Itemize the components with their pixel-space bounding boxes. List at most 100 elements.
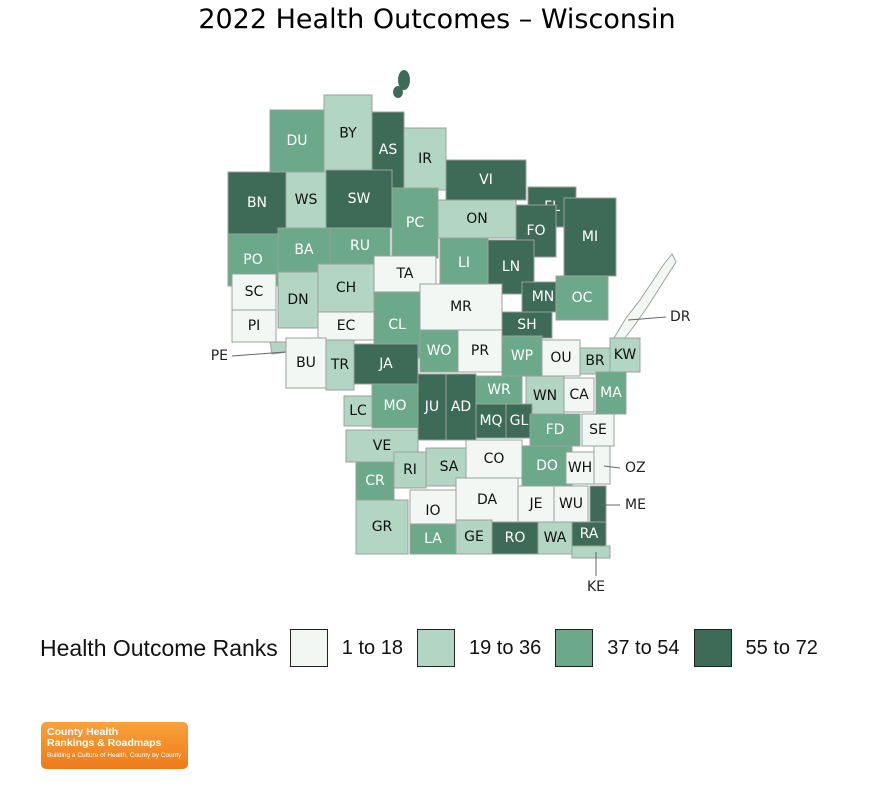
legend: Health Outcome Ranks 1 to 18 19 to 36 37… xyxy=(40,626,832,670)
county-label: OZ xyxy=(625,460,646,476)
county-label: JE xyxy=(529,496,543,512)
county-pc xyxy=(391,187,439,259)
county-fd xyxy=(529,413,581,447)
legend-swatch xyxy=(555,629,594,667)
county-sh xyxy=(501,311,553,339)
county-gr xyxy=(355,499,409,555)
county-label: KE xyxy=(587,579,605,595)
county-dn xyxy=(277,271,319,329)
county-label: WO xyxy=(427,343,452,359)
county-label: MO xyxy=(383,398,406,414)
county-oz xyxy=(593,445,611,485)
county-ad xyxy=(445,373,477,441)
county-label: SE xyxy=(589,422,607,438)
county-gl xyxy=(505,403,533,439)
county-label: LA xyxy=(424,531,442,547)
county-label: SW xyxy=(348,191,371,207)
map-title: 2022 Health Outcomes – Wisconsin xyxy=(198,4,676,35)
county-label: GL xyxy=(510,413,529,429)
county-li xyxy=(439,237,489,289)
county-dr xyxy=(613,253,677,343)
county-vi xyxy=(445,159,527,201)
county-label: OU xyxy=(550,350,571,366)
county-on xyxy=(437,199,517,239)
county-label: BN xyxy=(247,195,267,211)
county-label: JA xyxy=(378,356,393,372)
county-label: CR xyxy=(365,473,385,489)
legend-swatch xyxy=(289,629,328,667)
county-label: RI xyxy=(403,462,417,478)
county-label: IO xyxy=(425,503,440,519)
county-sw xyxy=(325,169,393,229)
county-label: WH xyxy=(568,460,592,476)
county-kw xyxy=(609,337,641,373)
county-label: BY xyxy=(339,126,357,142)
legend-item-band-4: 55 to 72 xyxy=(693,629,818,667)
county-label: LC xyxy=(349,403,367,419)
county-label: IR xyxy=(418,151,432,167)
county-health-rankings-logo: County Health Rankings & Roadmaps Buildin… xyxy=(41,722,188,769)
leader-line xyxy=(231,351,286,357)
county-bu xyxy=(285,337,327,389)
legend-label: 19 to 36 xyxy=(468,636,542,659)
county-label: MN xyxy=(532,289,555,305)
legend-swatch xyxy=(416,629,455,667)
county-label: CH xyxy=(336,280,356,296)
county-ca xyxy=(563,377,595,413)
county-label: GR xyxy=(372,519,393,535)
county-label: WU xyxy=(559,496,583,512)
county-label: FO xyxy=(526,223,545,239)
legend-item-band-1: 1 to 18 xyxy=(289,629,403,667)
legend-item-band-2: 19 to 36 xyxy=(416,629,542,667)
county-label: PO xyxy=(243,252,262,268)
county-label: ON xyxy=(466,211,488,227)
county-label: PR xyxy=(471,343,489,359)
county-ra xyxy=(571,521,607,547)
county-je xyxy=(517,485,555,523)
county-label: WR xyxy=(487,382,511,398)
county-label: WP xyxy=(511,348,533,364)
county-label: OC xyxy=(572,290,593,306)
county-wa xyxy=(537,521,573,555)
county-sc xyxy=(231,273,277,311)
county-label: MR xyxy=(450,299,472,315)
island-shape xyxy=(398,70,410,90)
county-mq xyxy=(475,403,507,439)
county-ro xyxy=(491,521,539,555)
county-label: TA xyxy=(395,266,413,282)
county-oc xyxy=(555,275,609,321)
county-mi xyxy=(563,197,617,277)
legend-label: 37 to 54 xyxy=(607,636,680,659)
county-label: FD xyxy=(546,422,565,438)
wisconsin-county-map: DUBYASIRBNWSSWVIFLPCONFOMIPOBARULILNTASC… xyxy=(211,70,691,595)
county-label: RU xyxy=(350,238,370,254)
leader-line xyxy=(627,316,667,321)
county-label: DA xyxy=(477,492,498,508)
county-label: WN xyxy=(533,388,557,404)
legend-title: Health Outcome Ranks xyxy=(40,634,278,661)
county-label: MA xyxy=(600,385,622,401)
county-label: VI xyxy=(479,172,493,188)
county-label: DN xyxy=(287,292,308,308)
county-label: ME xyxy=(625,497,646,513)
county-label: LI xyxy=(458,255,470,271)
county-mr xyxy=(419,283,503,331)
county-label: MI xyxy=(582,229,598,245)
legend-label: 55 to 72 xyxy=(745,636,818,659)
county-label: DU xyxy=(286,133,307,149)
county-da xyxy=(455,477,519,523)
county-ju xyxy=(417,373,447,441)
county-label: EC xyxy=(337,318,356,334)
county-pi xyxy=(231,309,277,343)
legend-swatch xyxy=(693,629,732,667)
county-label: RO xyxy=(505,530,526,546)
county-mo xyxy=(371,383,419,429)
county-wh xyxy=(565,451,595,485)
county-label: AS xyxy=(379,142,398,158)
county-label: BU xyxy=(296,355,316,371)
county-label: MQ xyxy=(479,413,502,429)
county-label: CO xyxy=(484,451,505,467)
county-label: BA xyxy=(294,242,314,258)
county-label: BR xyxy=(585,353,605,369)
county-ou xyxy=(541,339,581,377)
